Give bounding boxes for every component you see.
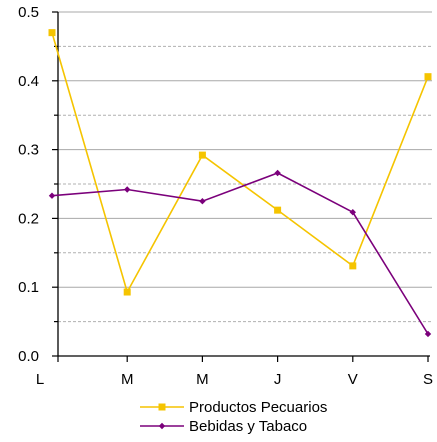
legend-label: Productos Pecuarios	[189, 399, 327, 416]
y-tick-label: 0.2	[18, 210, 39, 227]
data-point-square	[198, 151, 206, 159]
data-point-square	[274, 206, 282, 214]
legend-marker-diamond	[158, 422, 166, 430]
y-tick-label: 0.1	[18, 279, 39, 296]
data-point-diamond	[274, 169, 281, 177]
series-line-2	[51, 172, 429, 335]
x-tick-label: J	[274, 371, 282, 388]
data-point-diamond	[199, 198, 206, 205]
x-tick-label: V	[348, 371, 358, 388]
x-tick-label: L	[36, 371, 44, 388]
x-tick-label: M	[196, 371, 209, 388]
y-tick-label: 0.4	[18, 73, 39, 90]
y-tick-label: 0.0	[18, 348, 39, 365]
y-ticks: 0.0 0.1 0.2 0.3 0.4 0.5	[18, 4, 58, 365]
data-point-square	[424, 73, 432, 81]
series-line-1	[51, 32, 429, 295]
series-group	[48, 29, 432, 338]
legend: Productos Pecuarios Bebidas y Tabaco	[140, 399, 327, 435]
data-point-diamond	[124, 186, 131, 193]
gridlines	[58, 11, 432, 323]
y-tick-label: 0.5	[18, 4, 39, 21]
data-point-square	[48, 29, 56, 37]
data-point-diamond	[349, 209, 356, 216]
x-tick-label: S	[423, 371, 433, 388]
legend-marker-square	[158, 403, 166, 411]
y-tick-label: 0.3	[18, 142, 39, 159]
data-point-square	[123, 288, 131, 296]
legend-label: Bebidas y Tabaco	[189, 418, 307, 435]
data-point-diamond	[48, 192, 56, 199]
data-point-square	[349, 262, 357, 270]
data-point-diamond	[424, 330, 432, 338]
x-tick-label: M	[121, 371, 134, 388]
